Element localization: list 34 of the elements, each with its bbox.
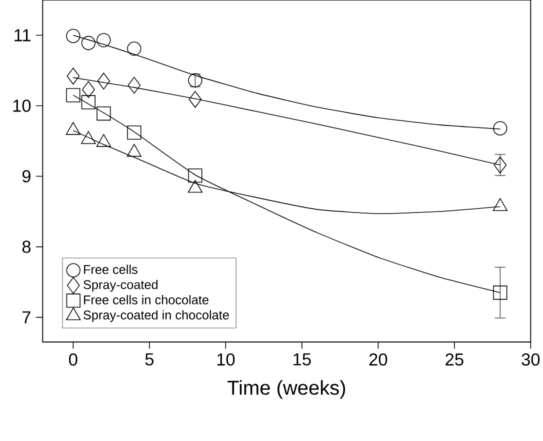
- legend-label: Spray-coated: [84, 280, 158, 292]
- x-tick-label: 25: [446, 353, 464, 366]
- point: [81, 36, 96, 50]
- point: [96, 106, 111, 121]
- point: [127, 42, 142, 56]
- point: [188, 91, 202, 108]
- y-tick-label: 11: [14, 29, 30, 42]
- y-tick-label: 7: [22, 311, 30, 324]
- x-tick-label: 20: [369, 353, 388, 366]
- x-tick-label: 30: [522, 353, 540, 366]
- legend-label: Free cells: [84, 264, 138, 274]
- x-tick-label: 10: [217, 353, 235, 366]
- point: [66, 88, 80, 102]
- x-tick-label: 15: [294, 353, 311, 366]
- point: [66, 28, 80, 44]
- y-tick-label: 9: [22, 170, 30, 182]
- point: [82, 81, 95, 98]
- legend-label: Spray-coated in chocolate: [84, 310, 229, 322]
- point: [493, 286, 508, 300]
- point: [494, 156, 507, 174]
- x-tick-label: 0: [69, 353, 78, 366]
- point: [127, 125, 142, 140]
- y-tick-label: 10: [13, 100, 31, 112]
- point: [188, 168, 202, 183]
- x-tick-label: 5: [145, 353, 154, 366]
- x-axis-title: Time (weeks): [227, 380, 346, 399]
- legend-label: Free cells in chocolate: [84, 295, 208, 304]
- y-tick-label: 8: [22, 240, 31, 253]
- point: [128, 76, 141, 94]
- point: [96, 33, 111, 48]
- point: [81, 95, 96, 110]
- point: [66, 68, 80, 85]
- point: [97, 72, 110, 90]
- point: [493, 121, 508, 136]
